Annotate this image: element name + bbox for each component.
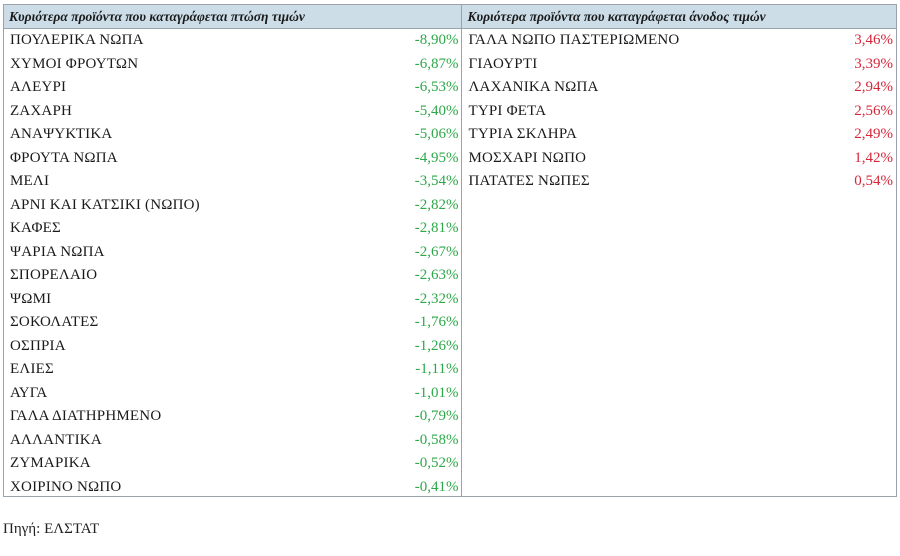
table-row: ΓΑΛΑ ΝΩΠΟ ΠΑΣΤΕΡΙΩΜΕΝΟ 3,46% [462, 29, 896, 53]
price-change-value: -5,06% [414, 126, 459, 143]
price-change-value: -6,53% [414, 79, 459, 96]
table-row: ΠΑΤΑΤΕΣ ΝΩΠΕΣ 0,54% [462, 170, 896, 194]
product-name: ΨΩΜΙ [10, 290, 52, 307]
price-change-value: -0,58% [414, 431, 459, 448]
product-name: ΕΛΙΕΣ [10, 361, 54, 378]
price-change-value: -0,52% [414, 455, 459, 472]
table-row: ΑΛΕΥΡΙ -6,53% [4, 76, 461, 100]
table-row: ΨΑΡΙΑ ΝΩΠΑ -2,67% [4, 241, 461, 265]
table-row: ΤΥΡΙΑ ΣΚΛΗΡΑ 2,49% [462, 123, 896, 147]
table-row: ΨΩΜΙ -2,32% [4, 288, 461, 312]
product-name: ΤΥΡΙ ΦΕΤΑ [468, 102, 547, 119]
price-change-value: -1,76% [414, 314, 459, 331]
product-name: ΠΑΤΑΤΕΣ ΝΩΠΕΣ [468, 173, 590, 190]
product-name: ΣΠΟΡΕΛΑΙΟ [10, 267, 98, 284]
table-row: ΖΑΧΑΡΗ -5,40% [4, 100, 461, 124]
product-name: ΑΡΝΙ ΚΑΙ ΚΑΤΣΙΚΙ (ΝΩΠΟ) [10, 196, 200, 213]
price-change-value: 2,49% [854, 126, 893, 143]
product-name: ΟΣΠΡΙΑ [10, 337, 66, 354]
table-row: ΦΡΟΥΤΑ ΝΩΠΑ -4,95% [4, 147, 461, 171]
product-name: ΜΟΣΧΑΡΙ ΝΩΠΟ [468, 149, 587, 166]
price-change-value: -2,32% [414, 290, 459, 307]
product-name: ΧΥΜΟΙ ΦΡΟΥΤΩΝ [10, 55, 139, 72]
price-change-value: -2,82% [414, 196, 459, 213]
table-row: ΖΥΜΑΡΙΚΑ -0,52% [4, 452, 461, 476]
product-name: ΓΑΛΑ ΝΩΠΟ ΠΑΣΤΕΡΙΩΜΕΝΟ [468, 32, 680, 49]
table-row: ΓΙΑΟΥΡΤΙ 3,39% [462, 53, 896, 77]
table-row: ΛΑΧΑΝΙΚΑ ΝΩΠΑ 2,94% [462, 76, 896, 100]
price-change-value: -2,67% [414, 243, 459, 260]
product-name: ΖΑΧΑΡΗ [10, 102, 73, 119]
product-name: ΨΑΡΙΑ ΝΩΠΑ [10, 243, 105, 260]
table-row: ΧΥΜΟΙ ΦΡΟΥΤΩΝ -6,87% [4, 53, 461, 77]
price-change-value: 1,42% [854, 149, 893, 166]
price-change-tables: Κυριότερα προϊόντα που καταγράφεται πτώσ… [3, 4, 897, 497]
price-change-value: -4,95% [414, 149, 459, 166]
table-row: ΑΛΛΑΝΤΙΚΑ -0,58% [4, 429, 461, 453]
table-row: ΟΣΠΡΙΑ -1,26% [4, 335, 461, 359]
product-name: ΓΑΛΑ ΔΙΑΤΗΡΗΜΕΝΟ [10, 408, 162, 425]
price-change-value: -0,79% [414, 408, 459, 425]
table-row: ΕΛΙΕΣ -1,11% [4, 358, 461, 382]
table-row: ΣΟΚΟΛΑΤΕΣ -1,76% [4, 311, 461, 335]
price-change-value: 3,46% [854, 32, 893, 49]
price-change-value: -1,11% [415, 361, 459, 378]
price-change-value: -0,41% [414, 478, 459, 495]
falling-prices-rows: ΠΟΥΛΕΡΙΚΑ ΝΩΠΑ -8,90% ΧΥΜΟΙ ΦΡΟΥΤΩΝ -6,87%… [4, 29, 461, 496]
product-name: ΑΥΓΑ [10, 384, 48, 401]
price-change-value: 2,56% [854, 102, 893, 119]
price-change-value: -2,63% [414, 267, 459, 284]
product-name: ΚΑΦΕΣ [10, 220, 61, 237]
product-name: ΑΝΑΨΥΚΤΙΚΑ [10, 126, 113, 143]
rising-prices-rows: ΓΑΛΑ ΝΩΠΟ ΠΑΣΤΕΡΙΩΜΕΝΟ 3,46% ΓΙΑΟΥΡΤΙ 3,39… [462, 29, 896, 496]
table-row: ΑΝΑΨΥΚΤΙΚΑ -5,06% [4, 123, 461, 147]
table-row: ΑΥΓΑ -1,01% [4, 382, 461, 406]
product-name: ΧΟΙΡΙΝΟ ΝΩΠΟ [10, 478, 122, 495]
table-row: ΤΥΡΙ ΦΕΤΑ 2,56% [462, 100, 896, 124]
price-change-value: 2,94% [854, 79, 893, 96]
table-row: ΧΟΙΡΙΝΟ ΝΩΠΟ -0,41% [4, 476, 461, 500]
price-change-value: -1,01% [414, 384, 459, 401]
price-change-value: 0,54% [854, 173, 893, 190]
product-name: ΖΥΜΑΡΙΚΑ [10, 455, 91, 472]
table-row: ΜΟΣΧΑΡΙ ΝΩΠΟ 1,42% [462, 147, 896, 171]
table-row: ΑΡΝΙ ΚΑΙ ΚΑΤΣΙΚΙ (ΝΩΠΟ) -2,82% [4, 194, 461, 218]
table-row: ΚΑΦΕΣ -2,81% [4, 217, 461, 241]
source-note: Πηγή: ΕΛΣΤΑΤ [3, 521, 100, 537]
product-name: ΦΡΟΥΤΑ ΝΩΠΑ [10, 149, 118, 166]
price-change-value: -3,54% [414, 173, 459, 190]
rising-prices-table: Κυριότερα προϊόντα που καταγράφεται άνοδ… [462, 4, 897, 496]
product-name: ΓΙΑΟΥΡΤΙ [468, 55, 538, 72]
product-name: ΛΑΧΑΝΙΚΑ ΝΩΠΑ [468, 79, 599, 96]
product-name: ΠΟΥΛΕΡΙΚΑ ΝΩΠΑ [10, 32, 144, 49]
price-change-value: -5,40% [414, 102, 459, 119]
price-change-value: 3,39% [854, 55, 893, 72]
table-row: ΓΑΛΑ ΔΙΑΤΗΡΗΜΕΝΟ -0,79% [4, 405, 461, 429]
table-row: ΜΕΛΙ -3,54% [4, 170, 461, 194]
price-change-value: -8,90% [414, 32, 459, 49]
product-name: ΜΕΛΙ [10, 173, 50, 190]
product-name: ΤΥΡΙΑ ΣΚΛΗΡΑ [468, 126, 578, 143]
product-name: ΑΛΛΑΝΤΙΚΑ [10, 431, 102, 448]
table-row: ΣΠΟΡΕΛΑΙΟ -2,63% [4, 264, 461, 288]
price-change-value: -1,26% [414, 337, 459, 354]
falling-prices-header: Κυριότερα προϊόντα που καταγράφεται πτώσ… [4, 4, 462, 29]
rising-prices-header: Κυριότερα προϊόντα που καταγράφεται άνοδ… [462, 4, 896, 29]
price-change-value: -2,81% [414, 220, 459, 237]
product-name: ΣΟΚΟΛΑΤΕΣ [10, 314, 99, 331]
price-change-value: -6,87% [414, 55, 459, 72]
falling-prices-table: Κυριότερα προϊόντα που καταγράφεται πτώσ… [3, 4, 463, 496]
product-name: ΑΛΕΥΡΙ [10, 79, 67, 96]
table-row: ΠΟΥΛΕΡΙΚΑ ΝΩΠΑ -8,90% [4, 29, 461, 53]
